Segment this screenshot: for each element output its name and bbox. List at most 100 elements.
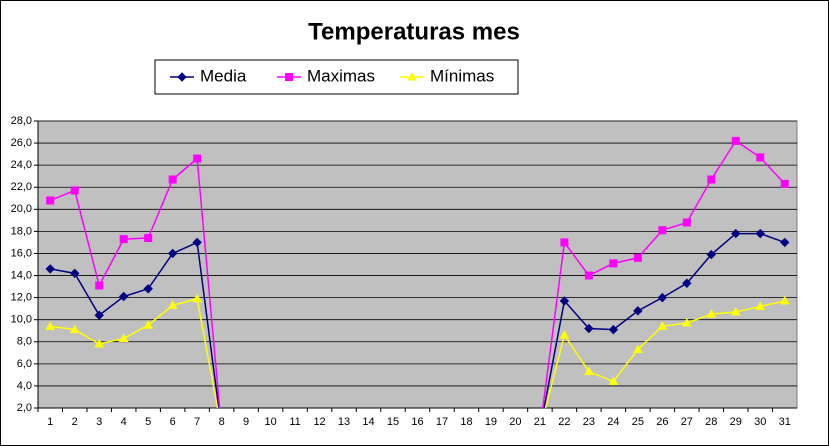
legend-marker [177, 72, 187, 82]
data-point [144, 234, 153, 243]
data-point [706, 249, 717, 260]
y-tick-label: 6,0 [17, 358, 32, 370]
x-tick-label: 14 [362, 416, 374, 428]
y-tick-label: 14,0 [11, 269, 32, 281]
data-point [143, 320, 154, 329]
data-point [780, 179, 789, 188]
data-point [584, 271, 593, 280]
plot-area [37, 120, 798, 409]
data-point [584, 323, 594, 334]
data-point [755, 228, 765, 239]
data-point [193, 154, 202, 163]
data-point [192, 237, 202, 248]
data-point [45, 264, 55, 274]
data-point [70, 268, 80, 279]
data-point [731, 136, 740, 145]
legend-label: Media [200, 66, 247, 85]
data-point [95, 281, 104, 290]
data-point [682, 278, 692, 288]
data-point [657, 321, 668, 330]
data-point [633, 306, 643, 316]
x-tick-label: 26 [656, 416, 668, 428]
x-tick-label: 2 [72, 416, 78, 428]
x-tick-label: 11 [289, 416, 300, 428]
data-point [94, 338, 105, 348]
chart-title: Temperaturas mes [308, 18, 520, 45]
x-tick-label: 6 [170, 416, 176, 428]
data-point [707, 175, 716, 184]
data-point [46, 196, 55, 205]
x-tick-label: 18 [460, 416, 472, 428]
data-point [608, 376, 619, 386]
data-point [167, 248, 178, 259]
data-point [584, 366, 594, 376]
legend-label: Mínimas [430, 66, 494, 85]
x-tick-label: 5 [145, 416, 151, 428]
data-point [118, 333, 129, 342]
x-tick-label: 23 [583, 416, 595, 428]
data-point [168, 175, 177, 184]
data-point [118, 291, 129, 302]
x-tick-label: 20 [509, 416, 521, 428]
data-point [756, 153, 765, 162]
series-layer [45, 136, 790, 408]
y-tick-label: 8,0 [17, 336, 32, 348]
y-tick-label: 20,0 [11, 203, 32, 215]
x-tick-label: 31 [779, 416, 791, 428]
x-tick-label: 8 [219, 416, 225, 428]
x-tick-label: 4 [121, 416, 127, 428]
x-tick-label: 28 [705, 416, 717, 428]
x-tick-label: 22 [558, 416, 570, 428]
data-point [780, 237, 790, 248]
x-tick-label: 16 [411, 416, 423, 428]
x-tick-label: 9 [243, 416, 249, 428]
data-point [658, 226, 667, 235]
y-tick-label: 16,0 [11, 247, 32, 259]
data-point [609, 259, 618, 268]
y-tick-label: 22,0 [11, 181, 32, 193]
data-point [730, 306, 741, 316]
x-tick-label: 21 [534, 416, 546, 428]
data-point [69, 324, 80, 334]
data-point [559, 296, 570, 306]
x-tick-label: 3 [96, 416, 102, 428]
data-point [143, 284, 153, 294]
x-tick-label: 19 [485, 416, 497, 428]
legend-label: Maximas [307, 66, 375, 85]
data-point [731, 228, 741, 239]
data-point [682, 218, 691, 227]
data-point [559, 330, 570, 339]
x-tick-label: 29 [730, 416, 742, 428]
x-tick-label: 7 [194, 416, 200, 428]
data-point [706, 309, 717, 318]
y-tick-label: 24,0 [11, 159, 32, 171]
data-point [94, 310, 104, 320]
y-tick-label: 28,0 [11, 115, 32, 127]
y-tick-label: 26,0 [11, 137, 32, 149]
data-point [779, 295, 790, 305]
legend-marker [285, 73, 293, 81]
legend-box [154, 59, 519, 95]
legend-marker [407, 71, 417, 81]
data-point [608, 324, 619, 335]
y-tick-label: 12,0 [11, 292, 32, 304]
data-point [192, 293, 203, 303]
data-point [70, 186, 79, 195]
x-tick-label: 30 [754, 416, 766, 428]
data-point [45, 321, 56, 330]
y-tick-label: 2,0 [17, 402, 32, 414]
x-tick-label: 10 [264, 416, 276, 428]
x-tick-label: 27 [681, 416, 693, 428]
y-tick-label: 4,0 [17, 380, 32, 392]
data-point [657, 292, 668, 303]
data-point [632, 344, 643, 353]
x-tick-label: 24 [607, 416, 619, 428]
data-point [167, 300, 178, 309]
x-tick-label: 12 [313, 416, 325, 428]
x-tick-label: 1 [47, 416, 53, 428]
y-tick-label: 18,0 [11, 225, 32, 237]
data-point [681, 317, 692, 327]
x-tick-label: 25 [632, 416, 644, 428]
data-point [119, 235, 128, 244]
